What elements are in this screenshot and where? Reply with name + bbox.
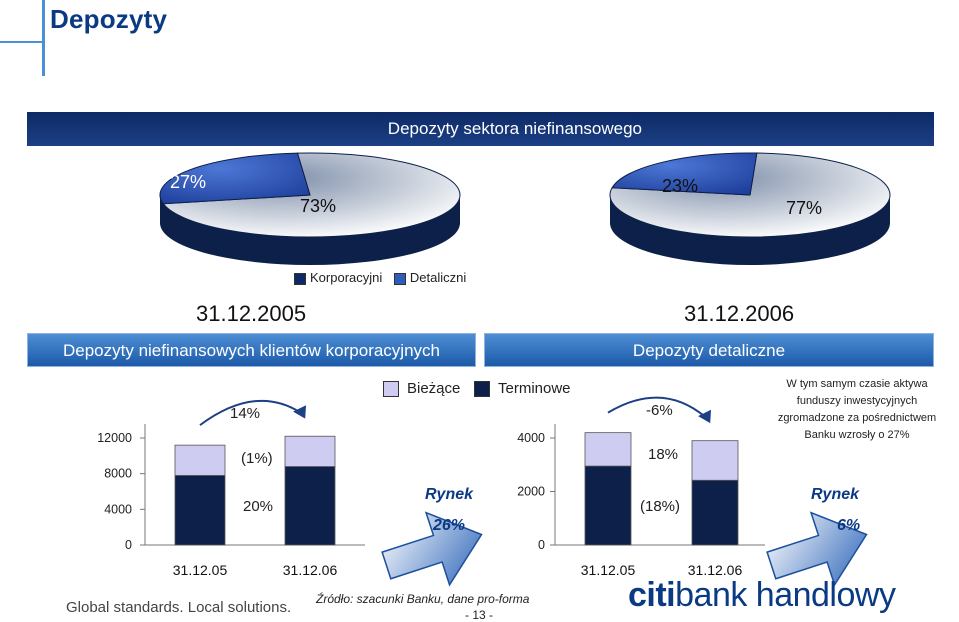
pie-2005-retail-label: 27% [170, 172, 207, 192]
pie-2005-slice-retail [159, 152, 311, 205]
footer-tagline: Global standards. Local solutions. [66, 599, 292, 616]
corporate-bar-current [284, 435, 336, 467]
pie-legend: Korporacyjni Detaliczni [294, 270, 466, 285]
corporate-change-arrowhead [293, 405, 307, 419]
retail-ytick-label: 4000 [517, 431, 545, 445]
logo-citi: citi [628, 576, 676, 614]
section-retail-deposits: Depozyty detaliczne [484, 333, 934, 367]
title-divider-horizontal [0, 41, 42, 43]
pie-2006-side [610, 195, 890, 265]
legend-swatch-current [383, 381, 399, 397]
market-value-right: 6% [837, 517, 861, 534]
corporate-bar-current [174, 444, 226, 476]
retail-bar-term [691, 479, 739, 546]
market-arrow-left [381, 511, 483, 587]
retail-total-change: -6% [646, 402, 673, 419]
corporate-current-change: (1%) [241, 450, 273, 467]
logo-bank-name: bank handlowy [675, 576, 896, 614]
sector-banner: Depozyty sektora niefinansowego [27, 112, 934, 146]
legend-swatch-retail [393, 272, 406, 285]
page-title: Depozyty [50, 4, 168, 34]
funds-note: W tym samym czasie aktywa funduszy inwes… [777, 378, 937, 441]
retail-term-change: (18%) [640, 498, 681, 515]
corporate-change-arrow [199, 399, 301, 426]
retail-xtick-label: 31.12.06 [688, 562, 743, 578]
corporate-ytick-label: 0 [125, 538, 132, 552]
pie-2005-slice-corporate [162, 152, 461, 238]
retail-ytick-label: 2000 [517, 485, 545, 499]
legend-label-retail: Detaliczni [409, 270, 467, 285]
bar-chart-corporate: 0 4000 8000 12000 31.12.05 31.12.06 [97, 399, 365, 578]
bar-chart-retail: 0 2000 4000 31.12.05 31.12.06 [517, 396, 765, 578]
pie-2005-side [160, 195, 460, 265]
pie-2006-slice-retail [611, 152, 758, 196]
retail-bar-current [691, 440, 739, 481]
legend-label-term: Terminowe [498, 380, 571, 397]
retail-ytick-label: 0 [538, 538, 545, 552]
retail-change-arrowhead [698, 409, 711, 424]
legend-label-corporate: Korporacyjni [310, 270, 383, 285]
page-number: - 13 - [465, 608, 494, 622]
bank-logo: citibank handlowy [628, 576, 896, 615]
date-2006: 31.12.2006 [684, 301, 795, 326]
market-arrow-right [766, 511, 868, 587]
market-label-right: Rynek [811, 486, 860, 503]
corporate-ytick-label: 8000 [104, 467, 132, 481]
pie-2005-corporate-label: 73% [300, 196, 337, 216]
title-divider-vertical [42, 0, 45, 76]
pie-2005 [159, 152, 461, 265]
legend-swatch-term [474, 381, 490, 397]
retail-bar-term [584, 465, 632, 546]
section-corporate-deposits: Depozyty niefinansowych klientów korpora… [27, 333, 476, 367]
market-value-left: 26% [433, 517, 466, 534]
corporate-term-change: 20% [243, 498, 274, 515]
retail-change-arrow [607, 396, 706, 418]
retail-xtick-label: 31.12.05 [581, 562, 636, 578]
market-label-left: Rynek [425, 486, 474, 503]
date-2005: 31.12.2005 [196, 301, 307, 326]
corporate-bar-term [284, 466, 336, 546]
retail-current-change: 18% [648, 446, 679, 463]
source-note: Źródło: szacunki Banku, dane pro-forma [316, 592, 530, 606]
corporate-bar-term [174, 475, 226, 546]
corporate-xtick-label: 31.12.05 [173, 562, 228, 578]
pie-2006-retail-label: 23% [662, 176, 699, 196]
legend-label-current: Bieżące [407, 380, 461, 397]
legend-swatch-corporate [294, 272, 306, 285]
retail-bar-current [584, 432, 632, 467]
pie-2006 [609, 152, 891, 265]
pie-2006-corporate-label: 77% [786, 198, 823, 218]
corporate-ytick-label: 12000 [97, 431, 132, 445]
corporate-total-change: 14% [230, 405, 261, 422]
corporate-xtick-label: 31.12.06 [283, 562, 338, 578]
corporate-ytick-label: 4000 [104, 502, 132, 516]
